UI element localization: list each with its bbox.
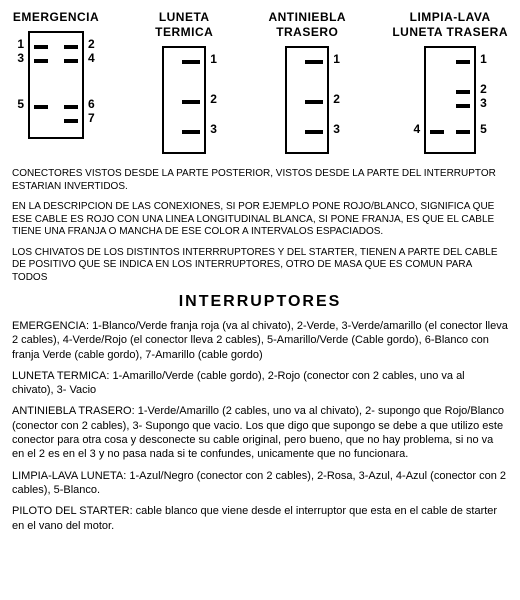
right-labels: 1 2 3 <box>210 46 222 154</box>
pin <box>456 130 470 134</box>
pin-label: 1 <box>480 53 487 65</box>
note-2: EN LA DESCRIPCION DE LAS CONEXIONES, SI … <box>12 201 508 239</box>
left-labels: 1 3 5 <box>12 31 24 139</box>
section-title: INTERRUPTORES <box>12 292 508 312</box>
connector-1: LUNETA TERMICA 1 2 3 <box>146 10 222 154</box>
note-3: LOS CHIVATOS DE LOS DISTINTOS INTERRRUPT… <box>12 247 508 285</box>
left-labels: 4 <box>408 46 420 154</box>
pin-label: 4 <box>88 52 95 64</box>
pin <box>64 45 78 49</box>
desc-emergencia: EMERGENCIA: 1-Blanco/Verde franja roja (… <box>12 319 508 362</box>
pin <box>182 100 200 104</box>
connector-title: EMERGENCIA <box>13 10 99 25</box>
pin-label: 3 <box>333 123 340 135</box>
connector-rect <box>285 46 329 154</box>
pin-label: 3 <box>17 52 24 64</box>
pin <box>34 59 48 63</box>
pin <box>456 104 470 108</box>
connector-title: ANTINIEBLA TRASERO <box>268 10 346 40</box>
pin <box>34 45 48 49</box>
connector-2: ANTINIEBLA TRASERO 1 2 3 <box>268 10 346 154</box>
connectors-row: EMERGENCIA1352467LUNETA TERMICA123ANTINI… <box>12 10 508 154</box>
pin <box>64 119 78 123</box>
connector-title: LIMPIA-LAVA LUNETA TRASERA <box>392 10 508 40</box>
pin <box>456 60 470 64</box>
desc-antiniebla: ANTINIEBLA TRASERO: 1-Verde/Amarillo (2 … <box>12 404 508 461</box>
pin-label: 4 <box>413 123 420 135</box>
desc-luneta: LUNETA TERMICA: 1-Amarillo/Verde (cable … <box>12 369 508 398</box>
connector-3: LIMPIA-LAVA LUNETA TRASERA 4 1 2 3 5 <box>392 10 508 154</box>
pin-label: 2 <box>210 93 217 105</box>
pin-label: 7 <box>88 112 95 124</box>
pin-label: 2 <box>480 83 487 95</box>
pin <box>305 130 323 134</box>
connector-body: 1 2 3 <box>269 46 345 154</box>
desc-limpia-lava: LIMPIA-LAVA LUNETA: 1-Azul/Negro (conect… <box>12 469 508 498</box>
pin <box>182 60 200 64</box>
connector-rect <box>162 46 206 154</box>
pin <box>305 60 323 64</box>
connector-body: 1 3 5 2 4 6 7 <box>12 31 100 139</box>
right-labels: 1 2 3 5 <box>480 46 492 154</box>
pin <box>430 130 444 134</box>
pin <box>182 130 200 134</box>
pin-label: 1 <box>17 38 24 50</box>
pin-label: 5 <box>17 98 24 110</box>
connector-rect <box>28 31 84 139</box>
pin-label: 2 <box>88 38 95 50</box>
connector-0: EMERGENCIA 1 3 5 2 4 6 7 <box>12 10 100 154</box>
pin-label: 1 <box>210 53 217 65</box>
pin <box>305 100 323 104</box>
note-1: CONECTORES VISTOS DESDE LA PARTE POSTERI… <box>12 168 508 193</box>
pin-label: 2 <box>333 93 340 105</box>
pin-label: 6 <box>88 98 95 110</box>
pin-label: 5 <box>480 123 487 135</box>
connector-body: 4 1 2 3 5 <box>408 46 492 154</box>
pin-label: 3 <box>480 97 487 109</box>
connector-title: LUNETA TERMICA <box>155 10 213 40</box>
pin <box>34 105 48 109</box>
pin-label: 1 <box>333 53 340 65</box>
pin <box>64 59 78 63</box>
connector-rect <box>424 46 476 154</box>
right-labels: 1 2 3 <box>333 46 345 154</box>
pin-label: 3 <box>210 123 217 135</box>
desc-piloto: PILOTO DEL STARTER: cable blanco que vie… <box>12 504 508 533</box>
pin <box>456 90 470 94</box>
pin <box>64 105 78 109</box>
left-labels <box>146 46 158 154</box>
right-labels: 2 4 6 7 <box>88 31 100 139</box>
connector-body: 1 2 3 <box>146 46 222 154</box>
left-labels <box>269 46 281 154</box>
